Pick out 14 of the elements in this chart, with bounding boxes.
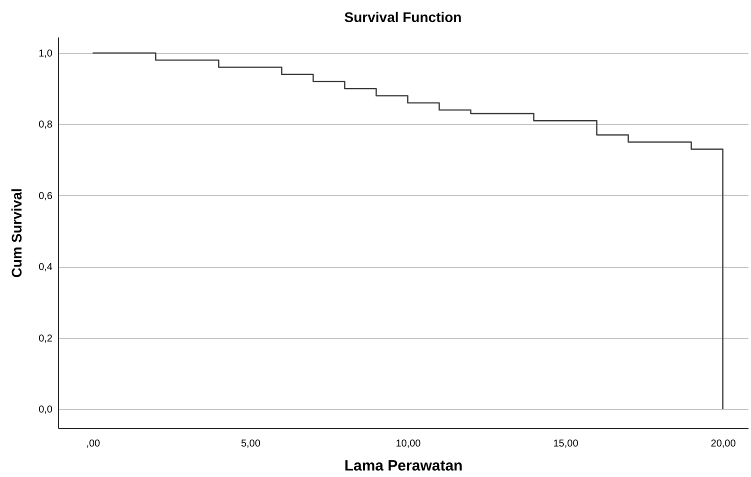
y-tick-label: 0,4 <box>38 262 53 274</box>
y-tick-label: 0,8 <box>38 120 53 131</box>
x-tick-label: 15,00 <box>553 438 579 450</box>
y-tick-label: 1,0 <box>38 48 53 60</box>
y-tick-label: 0,0 <box>38 404 53 416</box>
x-axis-title: Lama Perawatan <box>344 458 463 474</box>
y-axis-title: Cum Survival <box>8 188 25 278</box>
x-tick-label: 5,00 <box>240 438 261 450</box>
y-tick-label: 0,2 <box>38 333 53 344</box>
y-tick-label: 0,6 <box>38 190 53 202</box>
x-tick-label: 20,00 <box>710 438 736 450</box>
x-tick-label: 10,00 <box>396 438 422 450</box>
chart-title: Survival Function <box>344 9 462 25</box>
x-tick-label: ,00 <box>86 438 101 450</box>
